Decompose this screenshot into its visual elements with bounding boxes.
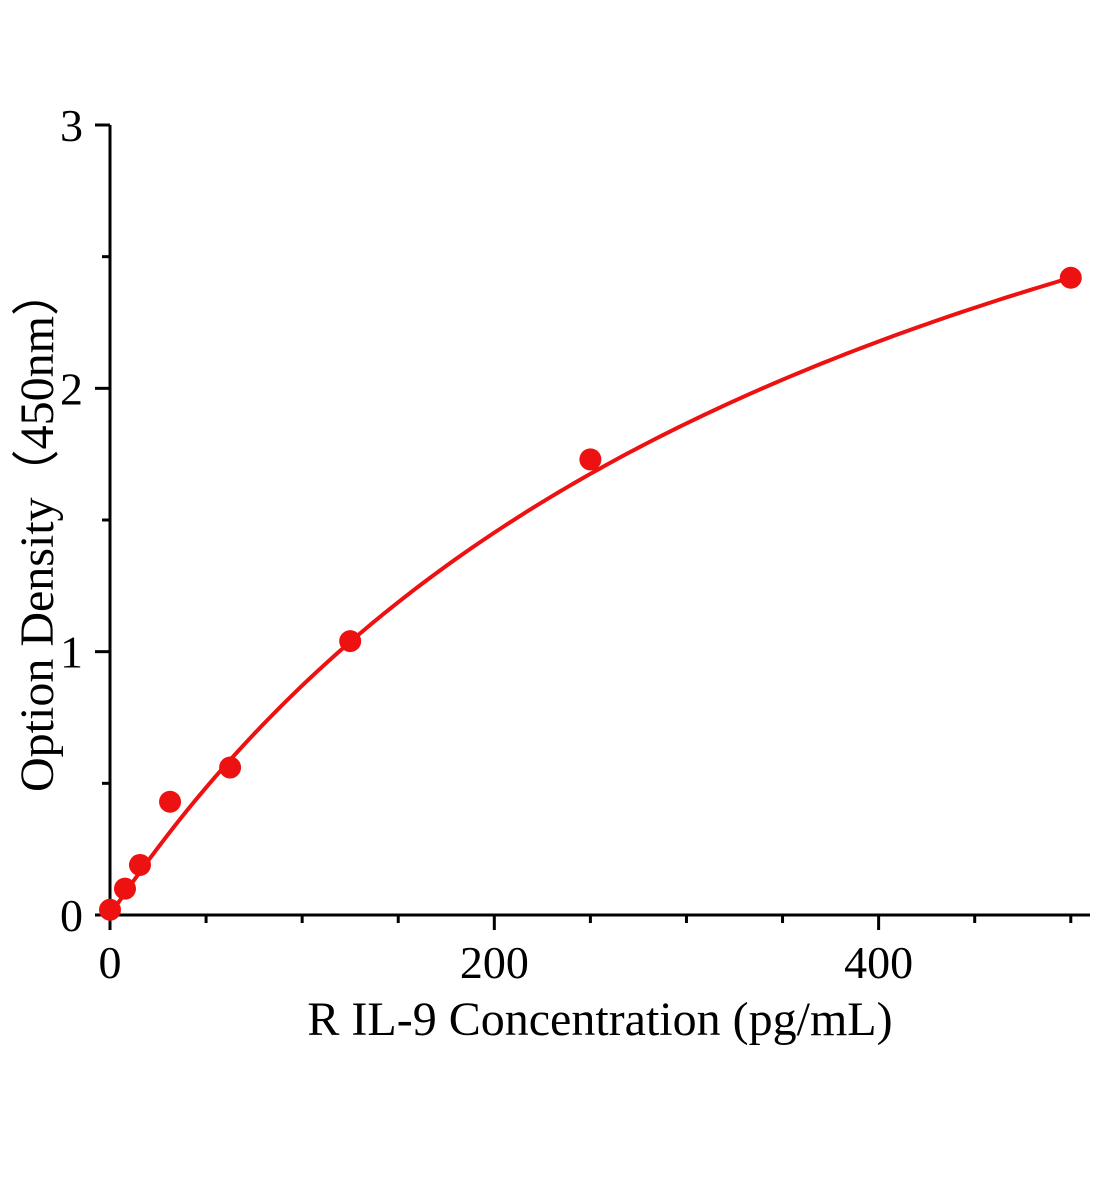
- data-point: [1059, 266, 1082, 289]
- data-point: [128, 853, 151, 876]
- data-point: [113, 877, 136, 900]
- x-tick-label: 200: [460, 937, 529, 988]
- y-axis-title: Option Density（450nm）: [11, 268, 64, 792]
- data-point: [159, 790, 182, 813]
- x-tick-label: 400: [844, 937, 913, 988]
- fit-curve: [108, 275, 1073, 917]
- y-tick-label: 3: [60, 100, 83, 151]
- data-point: [579, 448, 602, 471]
- y-tick-label: 0: [60, 890, 83, 941]
- x-axis-title: R IL-9 Concentration (pg/mL): [307, 993, 893, 1046]
- x-tick-label: 0: [99, 937, 122, 988]
- data-point: [219, 756, 242, 779]
- y-tick-label: 2: [60, 363, 83, 414]
- data-point: [339, 630, 362, 653]
- y-tick-label: 1: [60, 627, 83, 678]
- data-point: [99, 898, 121, 921]
